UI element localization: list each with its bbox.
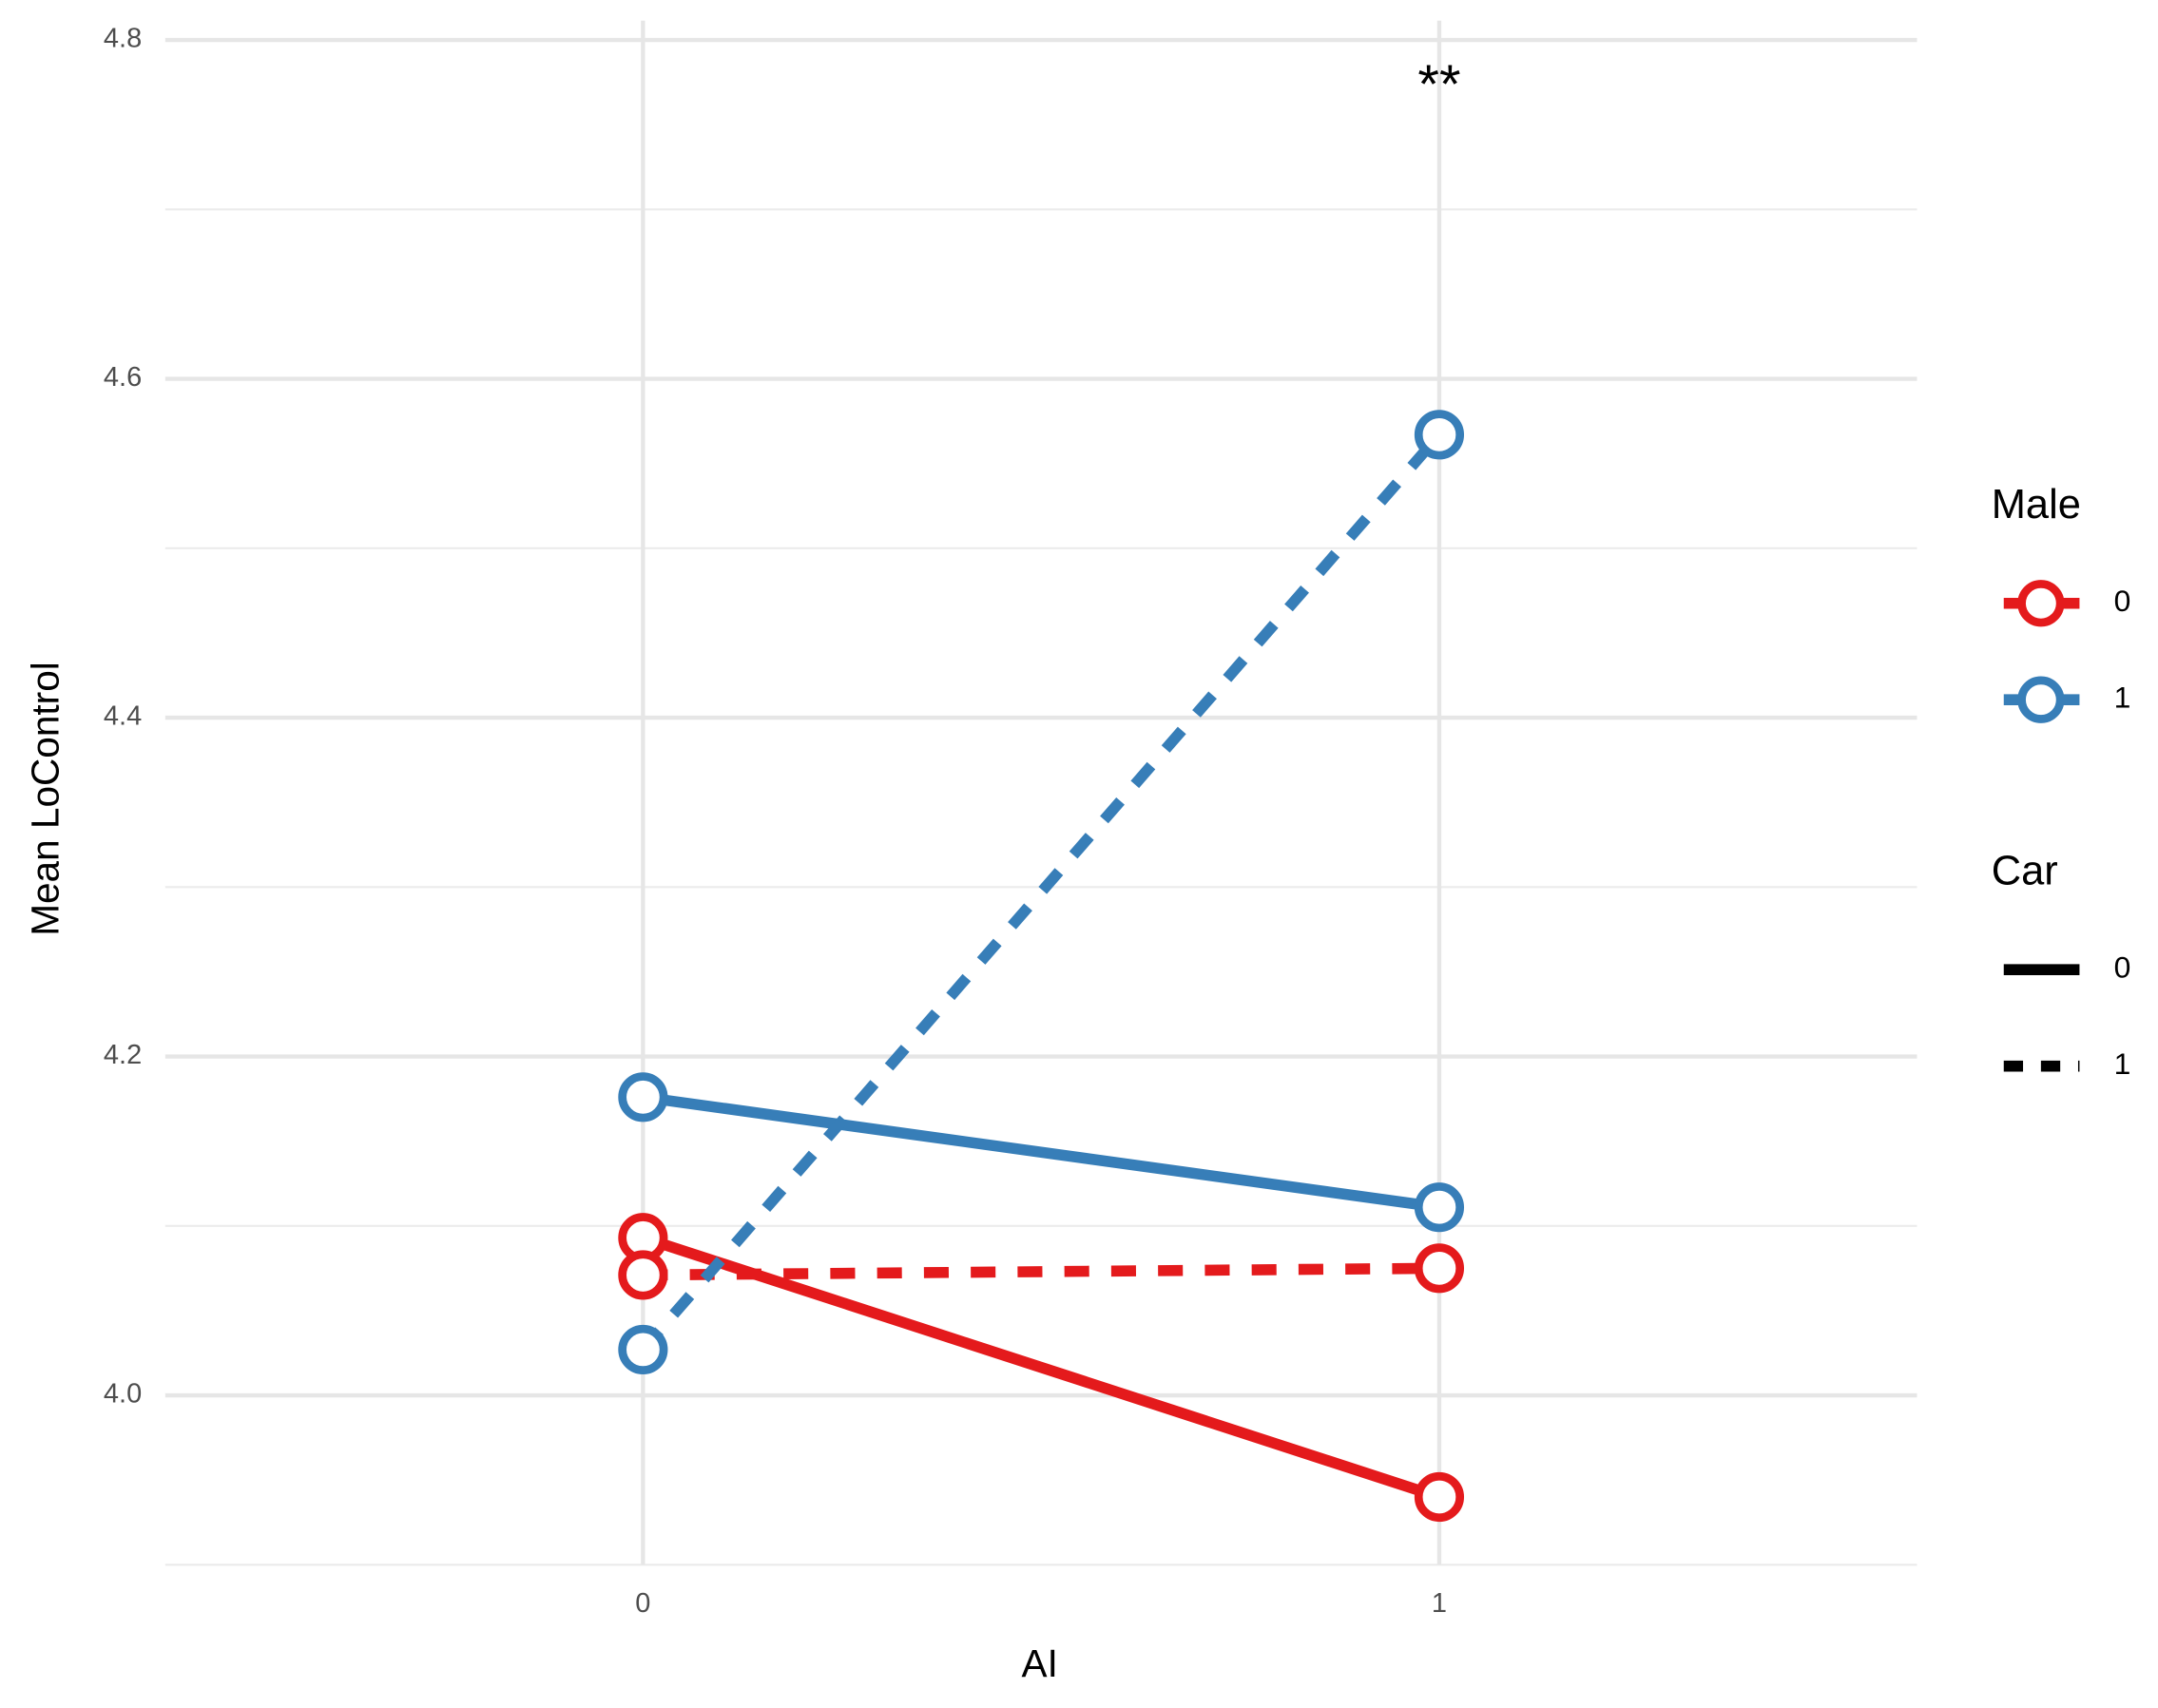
y-axis-title: Mean LoControl xyxy=(23,662,67,936)
y-tick-label: 4.2 xyxy=(104,1040,142,1070)
y-tick-label: 4.4 xyxy=(104,701,142,732)
legend-title: Male xyxy=(1992,482,2081,528)
legend-label: 1 xyxy=(2114,1046,2131,1081)
x-tick-label: 1 xyxy=(1432,1588,1447,1619)
point-marker xyxy=(1414,410,1465,460)
annotation: ** xyxy=(1417,54,1460,115)
legend-label: 0 xyxy=(2114,584,2131,618)
point-marker xyxy=(618,1250,668,1300)
legend-key-marker xyxy=(2017,676,2065,723)
legend-title: Car xyxy=(1992,848,2058,893)
point-marker xyxy=(1414,1182,1465,1233)
y-tick-label: 4.8 xyxy=(104,24,142,54)
y-tick-label: 4.6 xyxy=(104,362,142,393)
point-marker xyxy=(1414,1243,1465,1294)
x-axis-title: AI xyxy=(1022,1641,1058,1685)
point-marker xyxy=(618,1324,668,1374)
legend-label: 0 xyxy=(2114,950,2131,985)
y-tick-label: 4.0 xyxy=(104,1379,142,1410)
series-line xyxy=(642,1091,1440,1213)
series-line xyxy=(639,431,1444,1353)
legend-label: 1 xyxy=(2114,681,2131,715)
point-marker xyxy=(618,1072,668,1123)
x-tick-label: 0 xyxy=(635,1588,650,1619)
series-line xyxy=(641,1232,1441,1503)
series-line xyxy=(643,1262,1439,1281)
legend-key-marker xyxy=(2017,580,2065,627)
point-marker xyxy=(1414,1471,1465,1523)
